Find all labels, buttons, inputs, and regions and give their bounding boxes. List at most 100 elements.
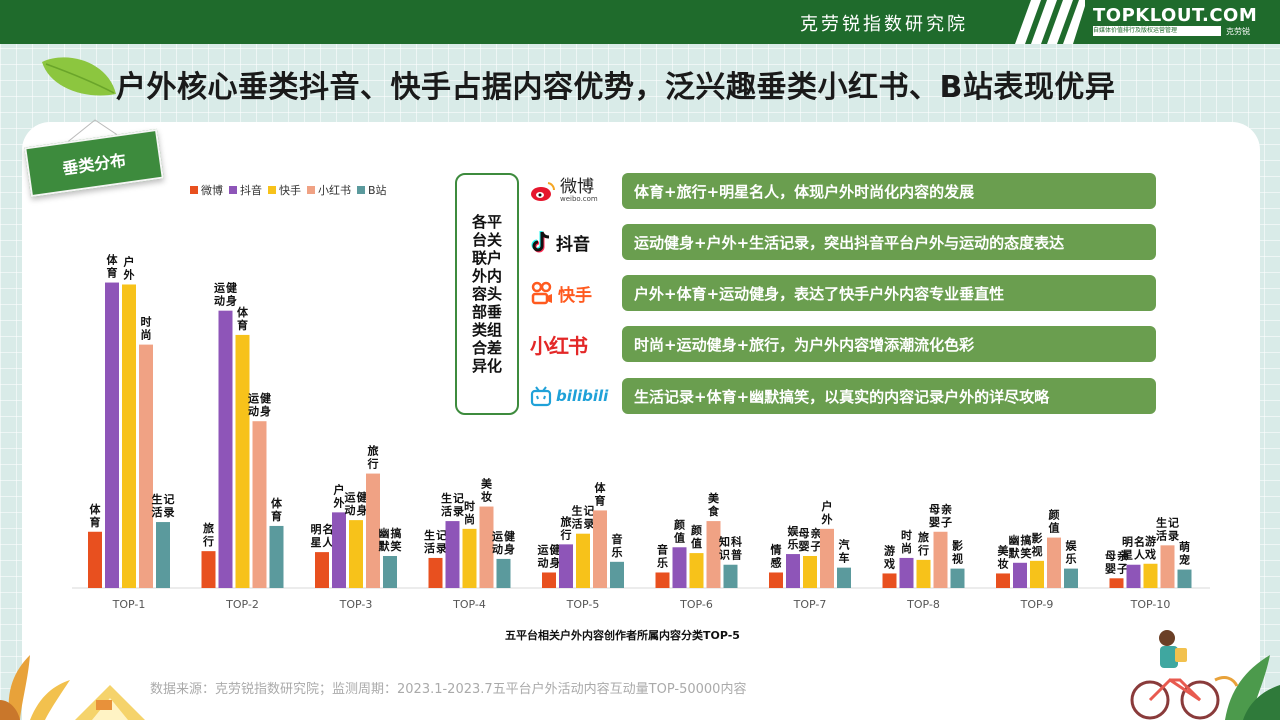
bar-4-5	[593, 510, 607, 588]
platform-row-kuaishou: 快手 户外+体育+运动健身，表达了快手户外内容专业垂直性	[530, 275, 1160, 311]
bar-category-label: 幽默搞笑	[1009, 533, 1032, 560]
legend-label: 小红书	[318, 184, 351, 197]
x-tick-label: TOP-5	[566, 598, 600, 611]
legend-label: 抖音	[240, 184, 262, 197]
platform-row-douyin: 抖音 运动健身+户外+生活记录，突出抖音平台户外与运动的态度表达	[530, 224, 1160, 260]
platform-side-title-box: 各平台关联户外内容头部垂类组合差异化	[455, 173, 519, 415]
bar-category-label: 颜值	[691, 523, 702, 550]
chart-legend: 微博 抖音 快手 小红书 B站	[190, 182, 387, 198]
x-tick-label: TOP-10	[1130, 598, 1171, 611]
bar-1-8	[882, 573, 897, 588]
bar-3-9	[1030, 560, 1044, 588]
platform-row-weibo: 微博 weibo.com 体育+旅行+明星名人，体现户外时尚化内容的发展	[530, 173, 1160, 209]
bar-3-2	[235, 334, 250, 588]
bar-4-3	[366, 473, 380, 588]
bar-category-label: 情感	[771, 542, 782, 569]
bar-2-1	[105, 282, 119, 588]
bar-1-4	[428, 557, 443, 588]
platform-row-xiaohongshu: 小红书 时尚+运动健身+旅行，为户外内容增添潮流化色彩	[530, 326, 1160, 362]
bar-category-label: 旅行	[202, 521, 214, 548]
bar-category-label: 汽车	[839, 538, 850, 565]
weibo-wordmark: 微博 weibo.com	[560, 179, 598, 203]
bar-category-label: 运动健身	[345, 490, 369, 517]
bar-category-label: 体育	[595, 480, 607, 507]
bar-4-1	[139, 344, 153, 588]
bar-category-label: 影视	[1032, 531, 1043, 558]
bar-category-label: 体育	[107, 253, 119, 280]
bar-category-label: 美食	[708, 491, 720, 518]
bar-category-label: 生活记录	[424, 528, 447, 555]
bar-4-6	[706, 521, 721, 588]
page-title: 户外核心垂类抖音、快手占据内容优势，泛兴趣垂类小红书、B站表现优异	[116, 70, 1116, 105]
bar-4-8	[933, 531, 948, 588]
legend-swatch	[190, 186, 198, 194]
x-tick-label: TOP-3	[339, 598, 373, 611]
legend-item-kuaishou: 快手	[268, 182, 301, 198]
brand-logo: TOPKLOUT.COM	[1093, 5, 1258, 26]
bar-category-label: 运动健身	[214, 281, 238, 308]
cyclist-decoration-icon	[1130, 630, 1280, 720]
bar-5-2	[269, 525, 284, 588]
x-tick-label: TOP-9	[1020, 598, 1054, 611]
x-tick-label: TOP-4	[452, 598, 486, 611]
bar-category-label: 生活记录	[572, 504, 595, 531]
bar-category-label: 音乐	[657, 542, 668, 569]
org-name: 克劳锐指数研究院	[800, 14, 968, 35]
x-tick-label: TOP-7	[793, 598, 827, 611]
bar-5-5	[610, 561, 624, 588]
kuaishou-icon	[531, 281, 552, 305]
bar-1-5	[542, 572, 556, 588]
bar-2-6	[672, 547, 687, 588]
bilibili-logo: bilibili	[530, 382, 620, 410]
bar-category-label: 生活记录	[1156, 515, 1179, 542]
douyin-icon	[531, 231, 550, 253]
bar-category-label: 生活记录	[441, 491, 464, 518]
x-tick-label: TOP-1	[112, 598, 146, 611]
legend-label: B站	[368, 184, 387, 197]
bar-5-7	[837, 567, 851, 588]
legend-swatch	[229, 186, 237, 194]
bar-4-10	[1160, 545, 1175, 588]
bar-category-label: 时尚	[141, 315, 152, 342]
platform-desc: 户外+体育+运动健身，表达了快手户外内容专业垂直性	[622, 275, 1156, 311]
brand-cn: 克劳锐	[1226, 27, 1250, 36]
bar-category-label: 体育	[237, 305, 249, 332]
bar-category-label: 知识科普	[718, 535, 742, 562]
platform-desc: 运动健身+户外+生活记录，突出抖音平台户外与运动的态度表达	[622, 224, 1156, 260]
bar-3-6	[689, 553, 704, 588]
legend-item-xiaohongshu: 小红书	[307, 182, 351, 198]
legend-label: 快手	[279, 184, 301, 197]
legend-swatch	[307, 186, 315, 194]
bar-1-7	[769, 572, 783, 588]
x-tick-label: TOP-2	[225, 598, 259, 611]
xiaohongshu-logo: 小红书	[530, 330, 620, 358]
platform-name: 快手	[558, 285, 592, 306]
bilibili-icon	[530, 386, 552, 407]
bar-2-8	[899, 557, 914, 588]
bar-category-label: 旅行	[560, 514, 572, 541]
bar-2-7	[786, 554, 800, 588]
bar-category-label: 明星名人	[311, 522, 335, 549]
bar-category-label: 生活记录	[152, 492, 175, 519]
bar-category-label: 运动健身	[492, 529, 516, 556]
bar-1-2	[201, 551, 216, 588]
bar-4-2	[252, 421, 267, 588]
platform-name: 小红书	[530, 333, 588, 358]
bar-3-8	[916, 559, 931, 588]
bar-category-label: 户外	[123, 254, 135, 281]
bar-category-label: 体育	[90, 502, 102, 529]
bar-category-label: 颜值	[674, 517, 685, 544]
platform-name: 微博	[560, 177, 594, 197]
douyin-logo: 抖音	[530, 228, 620, 256]
legend-label: 微博	[201, 184, 223, 197]
bar-category-label: 时尚	[464, 499, 475, 526]
bar-category-label: 体育	[271, 496, 283, 523]
bar-4-4	[479, 506, 494, 588]
platform-row-bilibili: bilibili 生活记录+体育+幽默搞笑，以真实的内容记录户外的详尽攻略	[530, 378, 1160, 414]
badge-string-icon	[64, 119, 126, 144]
x-tick-label: TOP-8	[906, 598, 940, 611]
bar-category-label: 音乐	[612, 532, 623, 559]
bar-1-9	[996, 573, 1010, 588]
platform-side-title: 各平台关联户外内容头部垂类组合差异化	[471, 213, 502, 375]
